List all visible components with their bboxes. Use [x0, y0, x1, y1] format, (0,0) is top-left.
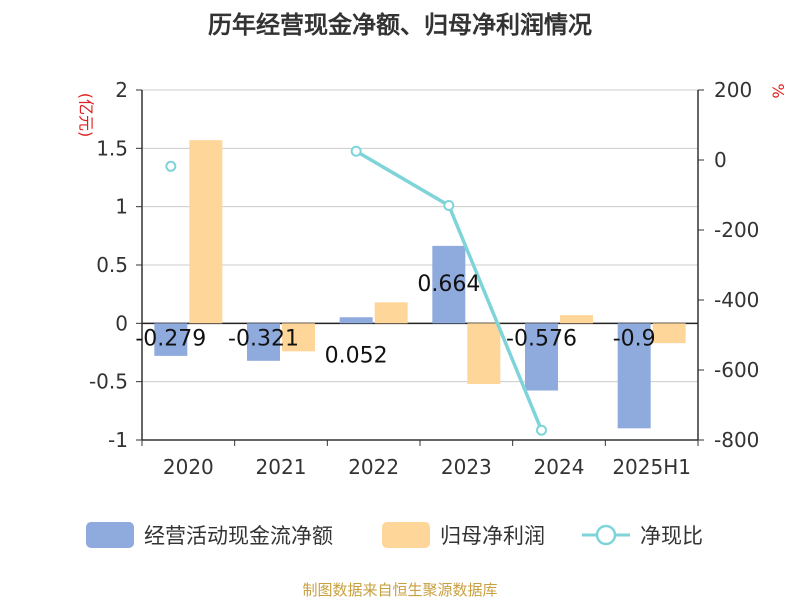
bar-profit — [189, 140, 223, 324]
legend-swatch-cashflow — [86, 522, 134, 548]
bar-profit — [560, 315, 593, 324]
data-label-cashflow: 0.664 — [417, 272, 480, 297]
legend: 经营活动现金流净额 归母净利润 净现比 — [86, 522, 703, 548]
left-axis-unit: (亿元) — [77, 93, 96, 138]
right-tick-label: 200 — [714, 78, 752, 102]
data-label-cashflow: -0.576 — [506, 326, 577, 351]
point-ratio — [165, 160, 177, 172]
x-axis-ticks: 2020 2021 2022 2023 2024 2025H1 — [163, 455, 691, 479]
bar-profit — [374, 302, 408, 324]
legend-label-cashflow: 经营活动现金流净额 — [144, 524, 333, 548]
legend-marker-ratio — [595, 524, 617, 546]
bar-cashflow — [247, 323, 280, 361]
right-tick-label: 0 — [714, 148, 727, 172]
legend-swatch-profit — [382, 522, 430, 548]
left-tick-label: 1.5 — [96, 136, 128, 160]
bars — [154, 140, 686, 429]
bar-cashflow — [617, 323, 651, 429]
right-tick-label: -200 — [714, 218, 759, 242]
x-tick-label: 2023 — [441, 455, 492, 479]
left-tick-label: -1 — [108, 428, 128, 452]
legend-label-ratio: 净现比 — [640, 524, 703, 548]
bar-profit — [282, 323, 315, 352]
right-axis-unit: % — [769, 83, 788, 98]
point-ratio — [443, 200, 455, 211]
data-label-cashflow: 0.052 — [325, 343, 388, 368]
bar-cashflow — [339, 317, 373, 324]
chart-title: 历年经营现金净额、归母净利润情况 — [208, 11, 592, 39]
data-labels: -0.279 -0.321 0.052 0.664 -0.576 -0.9 — [135, 272, 655, 368]
left-tick-label: 2 — [115, 78, 128, 102]
point-ratio — [536, 424, 547, 436]
x-tick-label: 2020 — [163, 455, 214, 479]
bar-cashflow — [432, 245, 466, 324]
x-tick-label: 2022 — [348, 455, 399, 479]
axes — [136, 89, 704, 446]
point-ratio — [350, 145, 362, 157]
right-tick-label: -800 — [714, 428, 759, 452]
data-label-cashflow: -0.321 — [228, 326, 299, 351]
gridlines — [142, 89, 698, 441]
data-label-cashflow: -0.279 — [135, 326, 206, 351]
data-label-cashflow: -0.9 — [613, 326, 656, 351]
left-tick-label: 0 — [115, 311, 128, 335]
right-axis-ticks: 200 0 -200 -400 -600 -800 — [714, 78, 759, 452]
left-tick-label: -0.5 — [89, 370, 128, 394]
line-series — [165, 145, 547, 436]
left-tick-label: 0.5 — [96, 253, 128, 277]
x-tick-label: 2024 — [534, 455, 585, 479]
right-tick-label: -600 — [714, 358, 759, 382]
source-note: 制图数据来自恒生聚源数据库 — [302, 581, 497, 599]
legend-label-profit: 归母净利润 — [440, 524, 545, 548]
left-tick-label: 1 — [115, 195, 128, 219]
x-tick-label: 2025H1 — [612, 455, 691, 479]
x-tick-label: 2021 — [256, 455, 307, 479]
bar-profit — [652, 323, 686, 344]
bar-cashflow — [525, 323, 558, 391]
right-tick-label: -400 — [714, 288, 759, 312]
left-axis-ticks: 2 1.5 1 0.5 0 -0.5 -1 — [89, 78, 128, 452]
bar-profit — [467, 323, 501, 384]
bar-cashflow — [154, 323, 188, 356]
